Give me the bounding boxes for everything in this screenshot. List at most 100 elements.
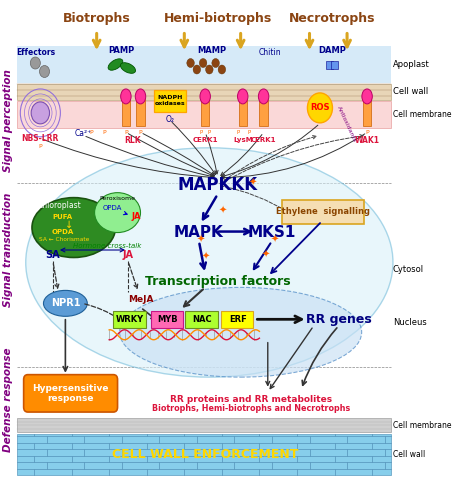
Text: P: P bbox=[90, 130, 93, 135]
Text: MeJA: MeJA bbox=[127, 296, 153, 304]
FancyBboxPatch shape bbox=[150, 311, 182, 328]
Ellipse shape bbox=[258, 89, 268, 104]
Bar bbox=[325, 60, 332, 68]
Text: Hormone cross-talk: Hormone cross-talk bbox=[73, 243, 141, 249]
Text: Ethylene  signalling: Ethylene signalling bbox=[275, 207, 369, 216]
Ellipse shape bbox=[135, 89, 146, 104]
FancyBboxPatch shape bbox=[24, 374, 117, 412]
Text: P: P bbox=[124, 130, 127, 135]
Ellipse shape bbox=[32, 198, 115, 258]
Text: P: P bbox=[138, 130, 142, 135]
Bar bbox=[201, 99, 209, 126]
Text: RR genes: RR genes bbox=[305, 314, 371, 326]
Ellipse shape bbox=[200, 89, 210, 104]
Text: OPDA: OPDA bbox=[103, 205, 122, 211]
Text: Signal perception: Signal perception bbox=[3, 69, 13, 172]
Text: Hypersensitive
response: Hypersensitive response bbox=[32, 384, 109, 403]
Text: LysM: LysM bbox=[233, 138, 252, 143]
Text: JA: JA bbox=[122, 250, 133, 260]
Bar bbox=[17, 102, 390, 128]
Bar bbox=[259, 99, 267, 126]
Bar bbox=[17, 84, 390, 100]
Circle shape bbox=[205, 65, 212, 74]
Text: MKS1: MKS1 bbox=[247, 225, 295, 240]
Bar bbox=[17, 46, 390, 83]
Text: MAPKKK: MAPKKK bbox=[177, 176, 257, 194]
Circle shape bbox=[212, 58, 219, 68]
Text: Hemi-biotrophs: Hemi-biotrophs bbox=[163, 12, 271, 24]
Text: Chitin: Chitin bbox=[258, 48, 281, 56]
Text: P: P bbox=[102, 130, 106, 135]
Text: P: P bbox=[364, 130, 368, 135]
Bar bbox=[121, 99, 130, 126]
Text: NPR1: NPR1 bbox=[51, 298, 80, 308]
FancyBboxPatch shape bbox=[220, 311, 253, 328]
Text: P: P bbox=[199, 130, 202, 135]
FancyBboxPatch shape bbox=[282, 200, 363, 224]
Text: MAPK: MAPK bbox=[174, 225, 223, 240]
Text: ✦: ✦ bbox=[197, 234, 205, 244]
Text: RLK: RLK bbox=[124, 136, 141, 145]
Text: Peroxisome: Peroxisome bbox=[99, 196, 135, 201]
Text: NADPH
oxidases: NADPH oxidases bbox=[154, 95, 185, 106]
Text: CERK1: CERK1 bbox=[192, 138, 217, 143]
Text: P: P bbox=[207, 130, 211, 135]
FancyBboxPatch shape bbox=[153, 90, 186, 112]
Ellipse shape bbox=[120, 62, 135, 74]
Circle shape bbox=[192, 65, 200, 74]
Circle shape bbox=[40, 66, 50, 78]
Text: Nucleus: Nucleus bbox=[392, 318, 426, 327]
Ellipse shape bbox=[94, 192, 140, 232]
Text: Transcription factors: Transcription factors bbox=[145, 275, 290, 288]
Text: Signal transduction: Signal transduction bbox=[3, 193, 13, 307]
Text: Cell wall: Cell wall bbox=[392, 450, 425, 459]
Text: Antioxidants: Antioxidants bbox=[335, 106, 356, 143]
FancyBboxPatch shape bbox=[113, 311, 145, 328]
Text: DAMP: DAMP bbox=[318, 46, 346, 55]
Text: MYB: MYB bbox=[157, 315, 177, 324]
Text: ✦: ✦ bbox=[218, 206, 226, 216]
Ellipse shape bbox=[361, 89, 371, 104]
Text: Necrotrophs: Necrotrophs bbox=[288, 12, 375, 24]
Text: Cytosol: Cytosol bbox=[392, 266, 423, 274]
Text: RR proteins and RR metabolites: RR proteins and RR metabolites bbox=[170, 395, 331, 404]
Text: Defense response: Defense response bbox=[3, 348, 13, 452]
Text: WRKY: WRKY bbox=[116, 315, 144, 324]
Bar bbox=[17, 418, 390, 432]
Text: ROS: ROS bbox=[309, 104, 329, 112]
Circle shape bbox=[30, 57, 40, 69]
Text: Effectors: Effectors bbox=[16, 48, 55, 56]
Ellipse shape bbox=[108, 59, 122, 70]
Text: SA ← Chorismate: SA ← Chorismate bbox=[39, 236, 89, 242]
Text: P: P bbox=[38, 144, 42, 149]
Bar bbox=[136, 99, 144, 126]
Ellipse shape bbox=[237, 89, 248, 104]
Text: MAMP: MAMP bbox=[197, 46, 226, 55]
Text: ✦: ✦ bbox=[261, 250, 269, 260]
Text: Cell membrane: Cell membrane bbox=[392, 420, 450, 430]
Ellipse shape bbox=[43, 290, 87, 316]
Text: Biotrophs: Biotrophs bbox=[63, 12, 130, 24]
Text: OPDA: OPDA bbox=[51, 228, 73, 234]
Text: NBS-LRR: NBS-LRR bbox=[21, 134, 59, 143]
Circle shape bbox=[217, 65, 225, 74]
Text: Chloroplast: Chloroplast bbox=[37, 200, 81, 209]
Text: WAK1: WAK1 bbox=[354, 136, 379, 145]
Bar bbox=[238, 99, 246, 126]
Text: ✦: ✦ bbox=[248, 178, 257, 188]
Text: Cell membrane: Cell membrane bbox=[392, 110, 450, 119]
FancyBboxPatch shape bbox=[185, 311, 217, 328]
Circle shape bbox=[307, 93, 332, 123]
Circle shape bbox=[31, 102, 50, 124]
Text: Cell wall: Cell wall bbox=[392, 87, 427, 96]
Ellipse shape bbox=[119, 288, 361, 377]
Text: CERK1: CERK1 bbox=[250, 138, 276, 143]
Text: ✦: ✦ bbox=[201, 252, 209, 262]
Text: JA: JA bbox=[131, 212, 141, 220]
Text: Apoplast: Apoplast bbox=[392, 60, 429, 69]
Text: P: P bbox=[247, 130, 250, 135]
Ellipse shape bbox=[121, 89, 131, 104]
Bar bbox=[17, 434, 390, 476]
Text: ↓: ↓ bbox=[66, 220, 73, 230]
Text: PUFA: PUFA bbox=[52, 214, 72, 220]
